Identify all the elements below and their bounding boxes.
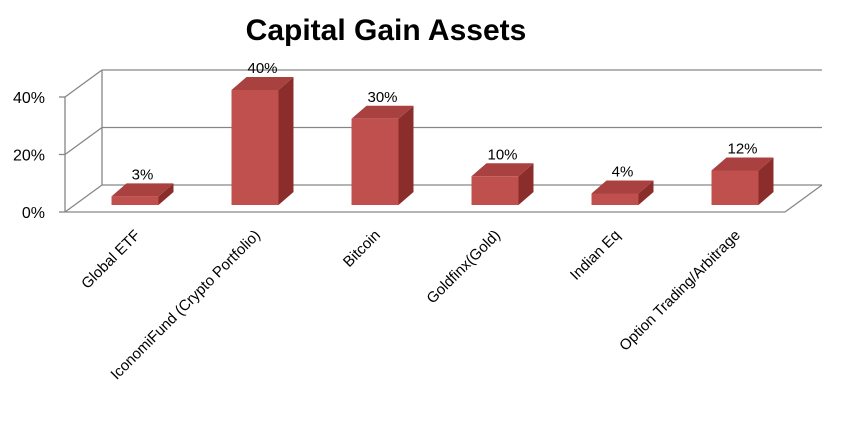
bar-side bbox=[278, 77, 294, 205]
category-label: Goldfinx(Gold) bbox=[423, 227, 503, 307]
bar-top bbox=[711, 157, 774, 171]
bar-front bbox=[591, 193, 639, 205]
bar-side bbox=[638, 180, 654, 205]
bar-side bbox=[158, 183, 174, 205]
gridline-side bbox=[64, 184, 103, 213]
gridline-side bbox=[64, 126, 103, 156]
bar-1 bbox=[111, 183, 174, 205]
bar-side bbox=[518, 163, 534, 205]
bar-front bbox=[231, 90, 279, 205]
chart-title: Capital Gain Assets bbox=[245, 14, 527, 47]
bar-3 bbox=[351, 105, 414, 205]
bar-front bbox=[711, 170, 759, 205]
data-label: 3% bbox=[132, 166, 154, 183]
data-label: 12% bbox=[727, 141, 757, 158]
bar-top bbox=[351, 105, 414, 119]
y-tick-label: 0% bbox=[22, 205, 45, 222]
bar-front bbox=[471, 176, 519, 205]
bar-2 bbox=[231, 77, 294, 205]
bar-top bbox=[231, 77, 294, 90]
y-tick-label: 20% bbox=[13, 148, 45, 165]
category-label: Bitcoin bbox=[340, 227, 384, 271]
bar-top bbox=[591, 180, 654, 194]
bar-front bbox=[111, 196, 159, 205]
bar-top bbox=[471, 163, 534, 177]
bar-side bbox=[398, 105, 414, 205]
category-label: Global ETF bbox=[78, 227, 144, 293]
bar-4 bbox=[471, 163, 534, 205]
data-label: 40% bbox=[247, 60, 277, 77]
bar-front bbox=[351, 118, 399, 205]
bar-5 bbox=[591, 180, 654, 205]
gridline-side bbox=[64, 69, 103, 98]
bar-top bbox=[111, 183, 174, 197]
bar-6 bbox=[711, 157, 774, 205]
floor-right-edge bbox=[784, 184, 823, 213]
category-label: Option Trading/Arbitrage bbox=[616, 227, 744, 355]
category-label: Indian Eq bbox=[567, 227, 624, 284]
bar-side bbox=[758, 157, 774, 205]
data-label: 10% bbox=[487, 146, 517, 163]
y-tick-label: 40% bbox=[13, 90, 45, 107]
data-label: 4% bbox=[612, 164, 634, 181]
data-label: 30% bbox=[367, 89, 397, 106]
